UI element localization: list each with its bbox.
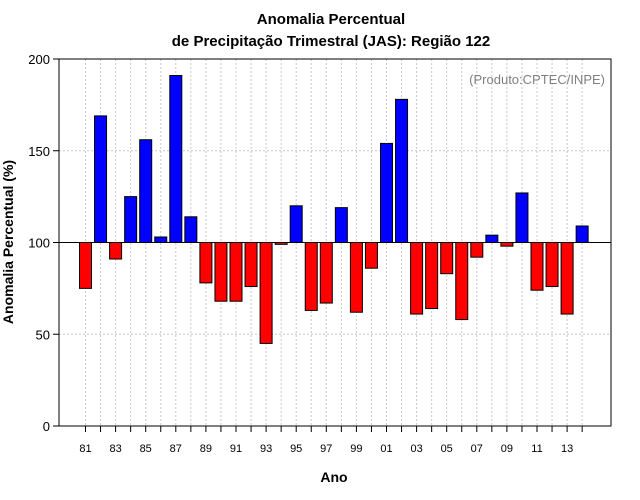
x-tick-label: 13 <box>561 443 573 455</box>
bar-1983 <box>109 242 123 260</box>
x-tick-label: 83 <box>109 443 121 455</box>
bar-2013 <box>560 242 574 315</box>
bar-1996 <box>304 242 318 311</box>
gridlines <box>59 59 611 426</box>
bar-1997 <box>319 242 333 304</box>
bar-1986 <box>154 236 168 243</box>
x-axis: 81 83 85 87 89 91 93 95 97 99 01 03 05 07 09 11 13 <box>79 426 583 455</box>
x-tick-label: 03 <box>410 443 422 455</box>
bar-1982 <box>94 115 108 243</box>
x-tick-label: 01 <box>380 443 392 455</box>
bar-2008 <box>485 234 499 244</box>
bar-1990 <box>214 242 228 302</box>
bar-1987 <box>169 75 183 243</box>
bar-1995 <box>289 205 303 244</box>
x-tick-label: 99 <box>350 443 362 455</box>
bar-2001 <box>380 142 393 243</box>
x-tick-label: 97 <box>320 443 332 455</box>
bar-1993 <box>259 242 273 344</box>
bar-1989 <box>199 242 213 284</box>
bar-2014 <box>575 225 589 243</box>
y-tick-label: 150 <box>28 144 50 159</box>
x-tick-label: 89 <box>200 443 212 455</box>
x-tick-label: 11 <box>531 443 542 455</box>
bar-1992 <box>244 242 258 288</box>
y-axis-title: Anomalia Percentual (%) <box>0 160 16 324</box>
bars <box>79 75 589 344</box>
bar-2004 <box>425 242 439 310</box>
bar-1999 <box>349 242 363 313</box>
source-annotation: (Produto:CPTEC/INPE) <box>469 72 605 87</box>
bar-2002 <box>395 98 409 244</box>
x-axis-title: Ano <box>320 469 347 485</box>
x-tick-label: 85 <box>140 443 152 455</box>
bar-2003 <box>410 242 424 315</box>
bar-1984 <box>124 196 138 243</box>
y-tick-label: 0 <box>43 419 50 434</box>
bar-2007 <box>470 242 484 258</box>
x-tick-label: 05 <box>441 443 453 455</box>
bar-2009 <box>500 242 514 247</box>
chart-title-line2: de Precipitação Trimestral (JAS): Região… <box>172 33 490 50</box>
bar-2000 <box>364 242 378 269</box>
y-tick-label: 200 <box>28 52 50 67</box>
bar-2006 <box>455 242 469 321</box>
x-tick-label: 87 <box>170 443 182 455</box>
y-axis: 0 50 100 150 200 <box>28 52 59 434</box>
chart-title-line1: Anomalia Percentual <box>257 11 405 28</box>
x-tick-label: 09 <box>501 443 513 455</box>
bar-1991 <box>229 242 243 302</box>
bar-2012 <box>545 242 559 288</box>
bar-1988 <box>184 216 198 243</box>
y-tick-label: 100 <box>28 236 50 251</box>
x-tick-label: 07 <box>471 443 483 455</box>
bar-1985 <box>139 139 153 244</box>
bar-2011 <box>530 242 544 291</box>
bar-2010 <box>515 192 529 243</box>
x-tick-label: 93 <box>260 443 272 455</box>
x-tick-label: 95 <box>290 443 302 455</box>
bar-1981 <box>79 242 92 289</box>
bar-1998 <box>334 207 348 243</box>
y-tick-label: 50 <box>36 327 50 342</box>
x-tick-label: 91 <box>230 443 242 455</box>
x-tick-label: 81 <box>79 443 91 455</box>
bar-2005 <box>440 242 454 275</box>
